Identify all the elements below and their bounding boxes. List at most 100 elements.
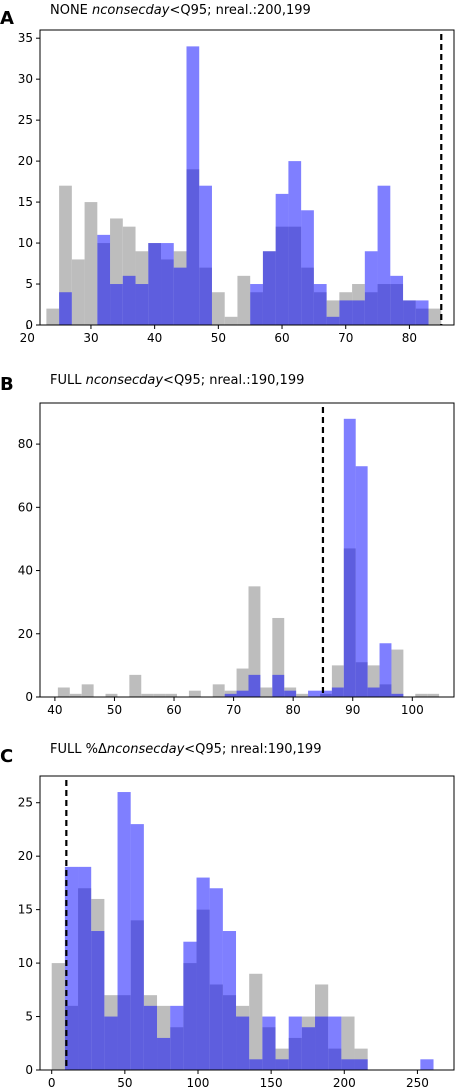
gray-bar — [81, 684, 94, 697]
y-tick-label: 80 — [18, 437, 33, 451]
blue-bar — [91, 931, 105, 1070]
blue-bar — [104, 1016, 118, 1070]
gray-bar — [237, 275, 251, 325]
gray-bar — [211, 292, 225, 325]
x-tick-label: 60 — [274, 331, 289, 345]
bars — [51, 792, 434, 1070]
blue-bar — [391, 693, 404, 697]
y-tick-label: 5 — [25, 1010, 33, 1024]
blue-bar — [157, 1037, 171, 1070]
gray-bar — [427, 693, 440, 697]
blue-bar — [64, 866, 79, 1070]
blue-bar — [415, 300, 429, 325]
blue-bar — [367, 687, 380, 697]
blue-bar — [122, 275, 136, 325]
plot-frame — [39, 775, 455, 1071]
bars — [46, 46, 442, 325]
title-italic: nconsecday — [86, 373, 164, 388]
x-tick-label: 60 — [166, 703, 181, 717]
gray-bar — [84, 202, 98, 325]
x-tick-label: 250 — [406, 1076, 429, 1088]
blue-bar — [355, 466, 368, 697]
y-tick-label: 10 — [18, 236, 33, 250]
blue-bar — [209, 888, 223, 1070]
blue-bar — [222, 931, 237, 1070]
blue-bar — [117, 792, 131, 1070]
blue-bar — [319, 690, 332, 697]
blue-bar — [78, 866, 92, 1070]
gray-bar — [105, 693, 118, 697]
blue-bar — [301, 210, 314, 325]
panel-label: C — [0, 746, 13, 767]
y-tick-label: 40 — [18, 564, 33, 578]
blue-bar — [249, 1059, 263, 1070]
x-tick-label: 100 — [401, 703, 424, 717]
panel-title: FULL %Δnconsecday<Q95; nreal:190,199 — [50, 742, 321, 757]
panel-label: A — [0, 8, 14, 29]
gray-bar — [249, 973, 263, 1070]
x-tick-label: 20 — [20, 331, 35, 345]
blue-bar — [284, 690, 297, 697]
plot-frame — [39, 29, 455, 326]
blue-bar — [308, 690, 320, 697]
gray-bar — [236, 668, 249, 697]
gray-bar — [165, 693, 178, 697]
title-prefix: FULL %Δ — [50, 742, 107, 757]
y-tick-label: 0 — [25, 690, 33, 704]
blue-bar — [328, 1016, 342, 1070]
x-tick-label: 80 — [402, 331, 417, 345]
y-tick-label: 15 — [18, 903, 33, 917]
x-tick-label: 50 — [211, 331, 226, 345]
gray-bar — [391, 649, 404, 697]
gray-bar — [367, 665, 380, 697]
plot-frame — [39, 402, 455, 698]
gray-bar — [46, 308, 60, 325]
blue-bar — [183, 941, 197, 1070]
blue-bar — [339, 300, 353, 325]
gray-bar — [331, 665, 344, 697]
gray-bar — [69, 693, 82, 697]
blue-bar — [272, 674, 285, 697]
y-tick-label: 30 — [18, 72, 33, 86]
blue-bar — [224, 693, 237, 697]
title-italic: nconsecday — [107, 742, 185, 757]
y-tick-label: 60 — [18, 500, 33, 514]
y-tick-label: 20 — [18, 154, 33, 168]
blue-bar — [97, 234, 111, 325]
blue-bar — [186, 46, 200, 325]
blue-bar — [59, 292, 72, 325]
y-tick-label: 25 — [18, 796, 33, 810]
blue-bar — [250, 284, 263, 325]
blue-bar — [377, 185, 391, 325]
gray-bar — [272, 617, 285, 697]
panel-title: NONE nconsecday<Q95; nreal.:200,199 — [50, 3, 311, 18]
gray-bar — [71, 259, 85, 325]
y-tick-label: 25 — [18, 113, 33, 127]
blue-bar — [343, 418, 356, 697]
panel-b: B FULL nconsecday<Q95; nreal.:190,199 40 50… — [0, 373, 455, 717]
blue-bar — [196, 877, 210, 1070]
blue-bar — [354, 1059, 368, 1070]
x-tick-label: 90 — [345, 703, 360, 717]
blue-bar — [313, 284, 327, 325]
blue-bar — [135, 284, 149, 325]
blue-bar — [143, 1005, 158, 1070]
title-prefix: NONE — [50, 3, 92, 18]
blue-bar — [170, 1005, 184, 1070]
gray-bar — [248, 586, 261, 697]
x-tick-label: 40 — [47, 703, 62, 717]
blue-bar — [275, 193, 289, 325]
x-tick-label: 200 — [333, 1076, 356, 1088]
blue-bar — [403, 300, 416, 325]
x-tick-label: 0 — [48, 1076, 56, 1088]
blue-bar — [315, 1016, 329, 1070]
blue-bar — [331, 687, 344, 697]
blue-bar — [301, 1027, 316, 1070]
blue-bar — [341, 1059, 355, 1070]
blue-bar — [262, 1016, 276, 1070]
blue-bar — [364, 251, 378, 325]
blue-bar — [352, 300, 365, 325]
blue-bar — [390, 275, 404, 325]
blue-bar — [199, 185, 212, 325]
